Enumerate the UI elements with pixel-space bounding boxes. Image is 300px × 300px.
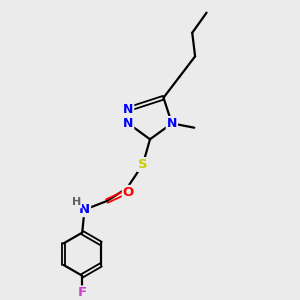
Text: N: N — [167, 117, 177, 130]
Text: H: H — [72, 197, 81, 208]
Text: N: N — [123, 103, 133, 116]
Text: N: N — [123, 117, 133, 130]
Text: F: F — [78, 286, 87, 299]
Text: O: O — [123, 186, 134, 199]
Text: S: S — [138, 158, 148, 171]
Text: N: N — [79, 203, 90, 216]
